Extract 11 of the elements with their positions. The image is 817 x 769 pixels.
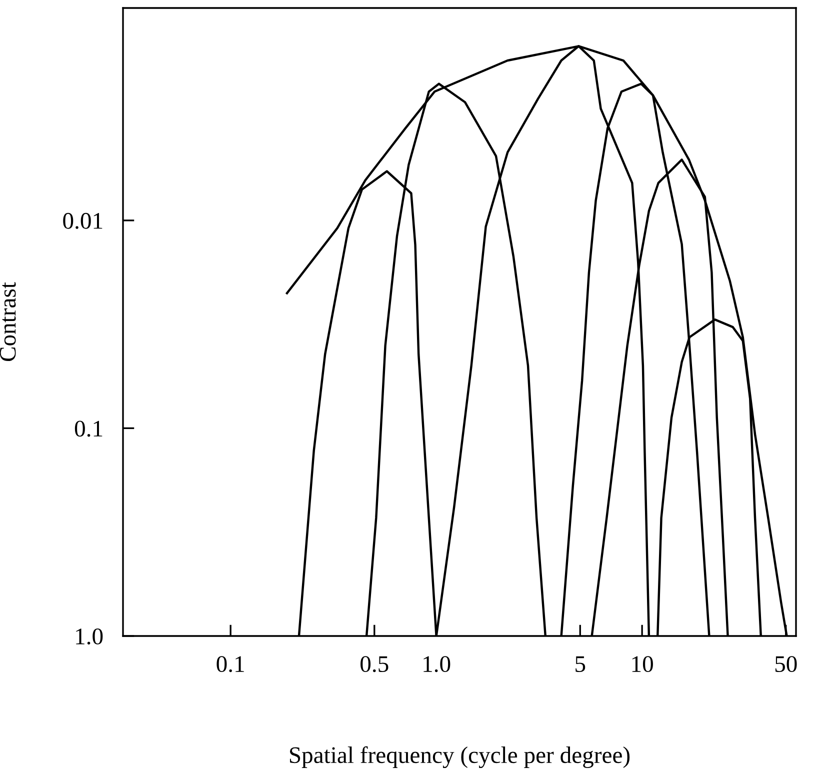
x-tick-label: 5 [576,656,586,672]
x-tick-label: 0.5 [360,656,388,672]
x-tick-label: 50 [775,656,797,672]
x-tick-label: 10 [632,656,653,672]
y-tick-label: 0.1 [74,420,102,437]
y-axis-title: Contrast [0,282,16,362]
x-tick-label: 1.0 [424,656,450,672]
y-tick-label: 1.0 [76,628,103,645]
y-tick-label: 0.01 [63,212,102,229]
x-tick-label: 0.1 [216,656,244,672]
x-axis-title: Spatial frequency (cycle per degree) [290,746,630,768]
